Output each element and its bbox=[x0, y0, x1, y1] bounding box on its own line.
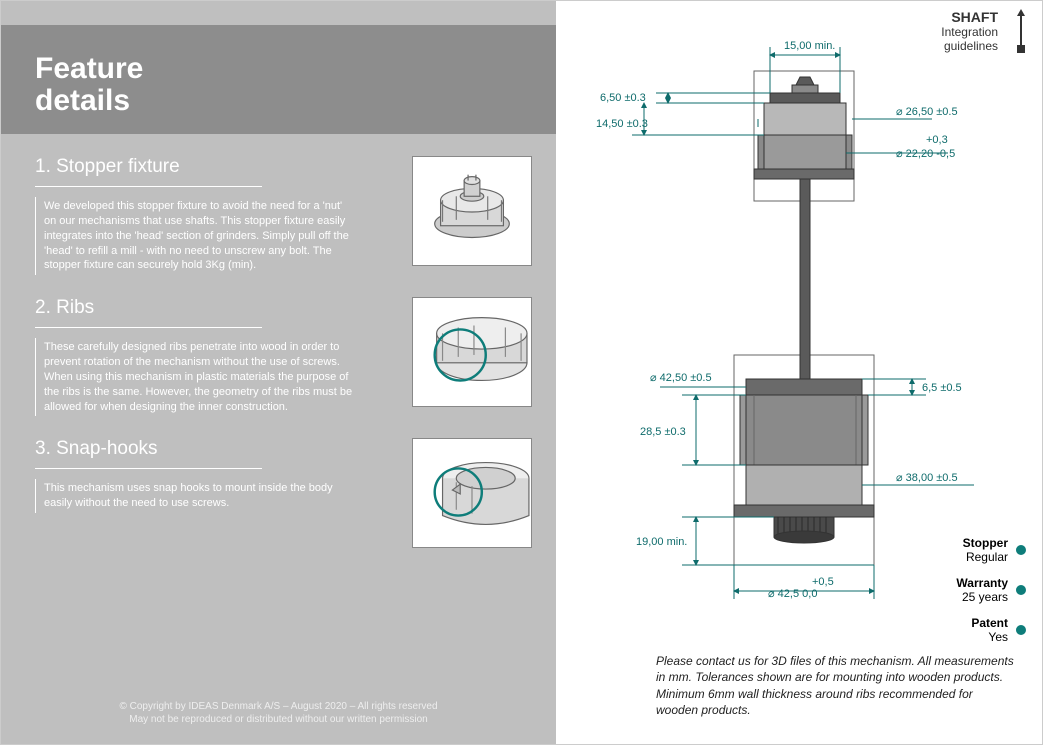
divider bbox=[35, 186, 262, 187]
bullet-icon bbox=[1016, 625, 1026, 635]
thumbnail-snaphooks bbox=[412, 438, 532, 548]
feature-body: We developed this stopper fixture to avo… bbox=[35, 197, 355, 275]
spec-value: 25 years bbox=[956, 590, 1008, 604]
feature-stopper: 1. Stopper fixture We developed this sto… bbox=[35, 156, 532, 275]
dim-right-2a: +0,3 bbox=[926, 134, 948, 146]
dim-top-width: 15,00 min. bbox=[784, 40, 835, 52]
thumbnail-ribs bbox=[412, 297, 532, 407]
left-panel: Feature details 1. Stopper fixture We de… bbox=[1, 1, 556, 744]
copyright: © Copyright by IDEAS Denmark A/S – Augus… bbox=[1, 700, 556, 726]
dim-left-2: 14,50 ±0.3 bbox=[596, 118, 648, 130]
spec-value: Regular bbox=[963, 550, 1008, 564]
page-title: Feature details bbox=[35, 53, 556, 116]
feature-heading: 1. Stopper fixture bbox=[35, 156, 412, 178]
spec-stopper: Stopper Regular bbox=[956, 536, 1026, 564]
title-line-2: details bbox=[35, 84, 130, 117]
copyright-line: May not be reproduced or distributed wit… bbox=[1, 713, 556, 726]
thumbnail-stopper bbox=[412, 156, 532, 266]
feature-heading: 3. Snap-hooks bbox=[35, 438, 412, 460]
dim-left-mid-2: 28,5 ±0.3 bbox=[640, 426, 686, 438]
feature-body: These carefully designed ribs penetrate … bbox=[35, 338, 355, 416]
dim-left-mid-1: ⌀ 42,50 ±0.5 bbox=[650, 372, 712, 384]
copyright-line: © Copyright by IDEAS Denmark A/S – Augus… bbox=[1, 700, 556, 713]
page: Feature details 1. Stopper fixture We de… bbox=[0, 0, 1043, 745]
dim-bot-1b: ⌀ 42,5 0,0 bbox=[768, 588, 817, 600]
bullet-icon bbox=[1016, 545, 1026, 555]
right-panel: SHAFT Integration guidelines bbox=[556, 1, 1042, 744]
dim-left-bot: 19,00 min. bbox=[636, 536, 687, 548]
doc-title-main: SHAFT bbox=[941, 9, 998, 25]
spec-patent: Patent Yes bbox=[956, 616, 1026, 644]
divider bbox=[35, 468, 262, 469]
technical-diagram: 15,00 min. 6,50 ±0.3 14,50 ±0.3 ⌀ 26,50 … bbox=[596, 35, 1016, 615]
dim-bot-1a: +0,5 bbox=[812, 576, 834, 588]
divider bbox=[35, 327, 262, 328]
spec-warranty: Warranty 25 years bbox=[956, 576, 1026, 604]
dim-left-1: 6,50 ±0.3 bbox=[600, 92, 646, 104]
footer-note: Please contact us for 3D files of this m… bbox=[656, 653, 1016, 718]
dim-right-bot: ⌀ 38,00 ±0.5 bbox=[896, 472, 958, 484]
title-line-1: Feature bbox=[35, 52, 143, 85]
dim-right-1: ⌀ 26,50 ±0.5 bbox=[896, 106, 958, 118]
feature-ribs: 2. Ribs These carefully designed ribs pe… bbox=[35, 297, 532, 416]
bullet-icon bbox=[1016, 585, 1026, 595]
feature-body: This mechanism uses snap hooks to mount … bbox=[35, 479, 355, 513]
feature-snaphooks: 3. Snap-hooks This mechanism uses snap h… bbox=[35, 438, 532, 548]
spec-list: Stopper Regular Warranty 25 years Patent… bbox=[956, 536, 1026, 656]
spec-label: Stopper bbox=[963, 536, 1008, 550]
dim-right-2b: ⌀ 22,20 -0,5 bbox=[896, 148, 955, 160]
title-block: Feature details bbox=[1, 25, 556, 134]
feature-heading: 2. Ribs bbox=[35, 297, 412, 319]
shaft-icon bbox=[1014, 9, 1028, 55]
spec-value: Yes bbox=[971, 630, 1008, 644]
spec-label: Warranty bbox=[956, 576, 1008, 590]
spec-label: Patent bbox=[971, 616, 1008, 630]
dim-right-mid: 6,5 ±0.5 bbox=[922, 382, 962, 394]
